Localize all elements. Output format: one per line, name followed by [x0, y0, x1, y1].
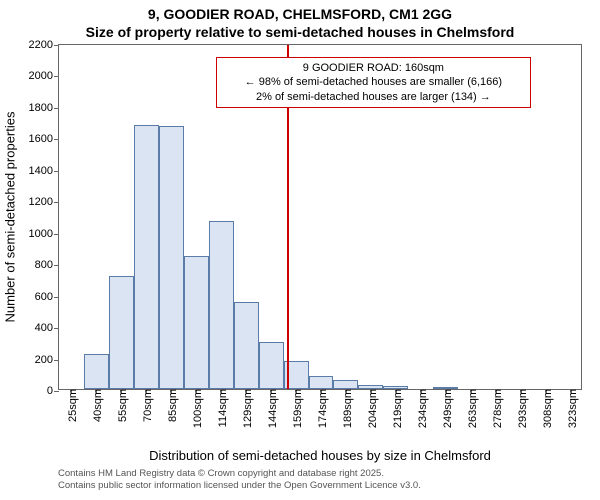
ytick-label: 400: [35, 322, 59, 334]
ytick-label: 1400: [29, 165, 59, 177]
histogram-bar: [234, 302, 259, 389]
ytick-label: 0: [47, 385, 59, 397]
xtick-label: 263sqm: [463, 389, 479, 428]
attribution-line-1: Contains HM Land Registry data © Crown c…: [58, 468, 421, 480]
attribution: Contains HM Land Registry data © Crown c…: [58, 468, 421, 492]
ytick-label: 800: [35, 259, 59, 271]
ytick-label: 2000: [29, 70, 59, 82]
ytick-label: 1200: [29, 196, 59, 208]
xtick-label: 204sqm: [363, 389, 379, 428]
xtick-label: 249sqm: [438, 389, 454, 428]
xtick-label: 55sqm: [113, 389, 129, 422]
ytick-label: 2200: [29, 39, 59, 51]
histogram-bar: [159, 126, 184, 389]
xtick-label: 308sqm: [538, 389, 554, 428]
xtick-label: 100sqm: [188, 389, 204, 428]
xtick-label: 85sqm: [163, 389, 179, 422]
histogram-bar: [309, 376, 334, 389]
title-line-1: 9, GOODIER ROAD, CHELMSFORD, CM1 2GG: [0, 6, 600, 24]
histogram-bar: [259, 342, 284, 389]
xtick-label: 25sqm: [63, 389, 79, 422]
title-line-2: Size of property relative to semi-detach…: [0, 24, 600, 42]
histogram-bar: [84, 354, 109, 389]
xtick-label: 219sqm: [388, 389, 404, 428]
histogram-bar: [134, 125, 159, 389]
xtick-label: 129sqm: [238, 389, 254, 428]
plot-area: 0200400600800100012001400160018002000220…: [58, 44, 582, 390]
xtick-label: 189sqm: [338, 389, 354, 428]
xtick-label: 278sqm: [488, 389, 504, 428]
xtick-label: 234sqm: [413, 389, 429, 428]
histogram-bar: [209, 221, 234, 389]
xtick-label: 114sqm: [213, 389, 229, 427]
xtick-label: 40sqm: [88, 389, 104, 422]
x-axis-label: Distribution of semi-detached houses by …: [58, 448, 582, 463]
annotation-line-1: ← 98% of semi-detached houses are smalle…: [223, 75, 523, 89]
histogram-bar: [184, 256, 209, 389]
histogram-bar: [109, 276, 134, 389]
ytick-label: 1600: [29, 133, 59, 145]
annotation-title: 9 GOODIER ROAD: 160sqm: [223, 61, 523, 75]
ytick-label: 1800: [29, 102, 59, 114]
xtick-label: 174sqm: [313, 389, 329, 428]
histogram-bar: [333, 380, 358, 389]
chart-container: 9, GOODIER ROAD, CHELMSFORD, CM1 2GG Siz…: [0, 0, 600, 500]
annotation-line-2: 2% of semi-detached houses are larger (1…: [223, 90, 523, 104]
annotation-box: 9 GOODIER ROAD: 160sqm← 98% of semi-deta…: [216, 57, 530, 108]
xtick-label: 70sqm: [138, 389, 154, 422]
xtick-label: 293sqm: [513, 389, 529, 428]
xtick-label: 159sqm: [288, 389, 304, 428]
xtick-label: 323sqm: [563, 389, 579, 428]
ytick-label: 200: [35, 354, 59, 366]
ytick-label: 600: [35, 291, 59, 303]
attribution-line-2: Contains public sector information licen…: [58, 480, 421, 492]
chart-title: 9, GOODIER ROAD, CHELMSFORD, CM1 2GG Siz…: [0, 0, 600, 41]
y-axis-label: Number of semi-detached properties: [3, 112, 18, 323]
ytick-label: 1000: [29, 228, 59, 240]
xtick-label: 144sqm: [263, 389, 279, 428]
